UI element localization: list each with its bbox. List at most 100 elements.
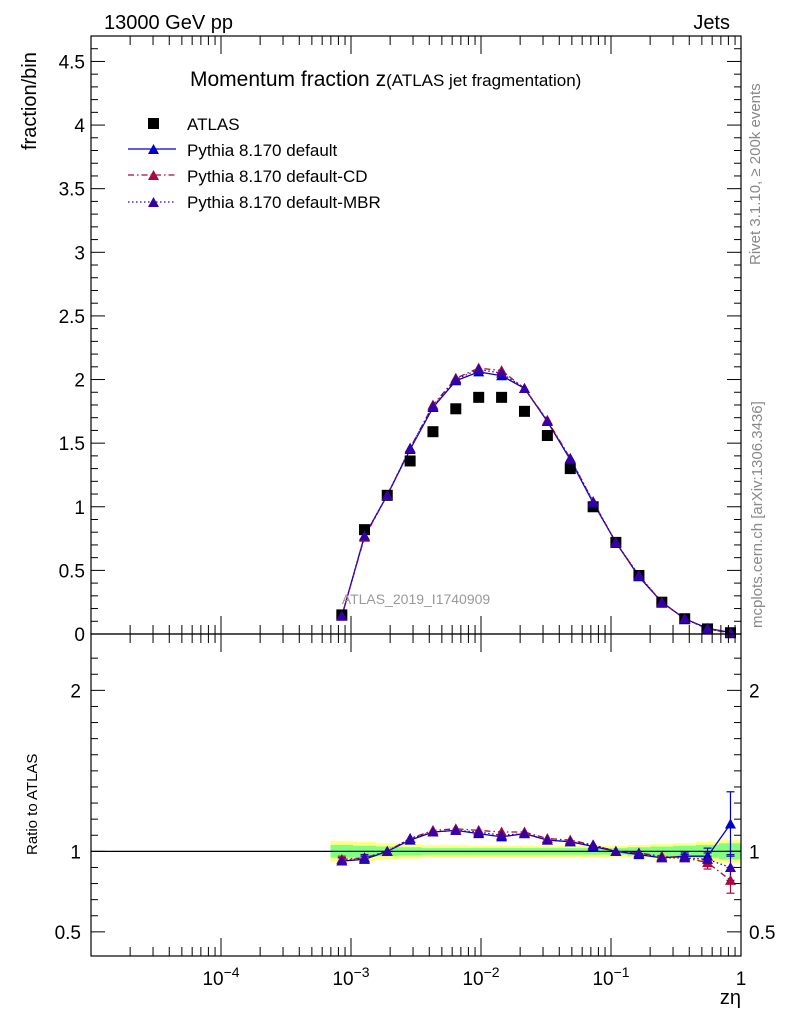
data-point-atlas xyxy=(496,391,508,403)
ratio-point-mbr xyxy=(496,829,508,840)
ratio-y-tick-label-right: 1 xyxy=(749,842,760,863)
data-point-atlas xyxy=(518,405,530,417)
ratio-point-mbr xyxy=(450,824,462,835)
data-point-mbr xyxy=(450,374,462,385)
ratio-point-mbr xyxy=(587,839,599,850)
header-right: Jets xyxy=(693,12,730,34)
ratio-y-tick-label-right: 0.5 xyxy=(749,923,775,944)
ratio-point-mbr xyxy=(724,861,736,872)
ratio-frame xyxy=(90,633,742,957)
data-point-atlas xyxy=(404,455,416,467)
ratio-y-tick-label: 2 xyxy=(70,681,81,702)
ratio-point-mbr xyxy=(427,826,439,837)
ratio-ylabel: Ratio to ATLAS xyxy=(24,754,41,855)
ratio-xlabel: zη xyxy=(720,987,741,1009)
main-panel: 0 0.5 1 1.5 2 2.5 3 3.5 4 4.5 Momentum fraction z… xyxy=(19,35,742,646)
y-tick-label: 2.5 xyxy=(59,307,85,328)
ratio-point-mbr xyxy=(336,855,348,866)
ratio-point-mbr xyxy=(381,845,393,856)
y-tick-label: 1.5 xyxy=(59,434,85,455)
analysis-watermark: ATLAS_2019_I1740909 xyxy=(342,591,491,607)
ratio-point-cd xyxy=(724,874,736,885)
data-point-mbr xyxy=(564,452,576,463)
x-tick-label-base: 10 xyxy=(592,969,613,990)
ratio-panel: 0.5 0.51 12 210−4 10−3 10−2 10−1 1 Ratio to ATL… xyxy=(24,633,775,1009)
legend-entry-atlas: ATLAS xyxy=(148,115,240,134)
rivet-label: Rivet 3.1.10, ≥ 200k events xyxy=(747,83,764,265)
data-point-mbr xyxy=(724,627,736,638)
data-point-mbr xyxy=(702,623,714,634)
data-point-mbr xyxy=(541,416,553,427)
legend-label-cd: Pythia 8.170 default-CD xyxy=(187,167,368,186)
main-title: Momentum fraction z(ATLAS jet fragmentat… xyxy=(190,68,581,91)
legend-label-atlas: ATLAS xyxy=(187,115,240,134)
data-point-mbr xyxy=(518,382,530,393)
data-point-atlas xyxy=(541,430,553,442)
ratio-point-default xyxy=(724,818,736,829)
ratio-point-mbr xyxy=(656,852,668,863)
title-sub: (ATLAS jet fragmentation) xyxy=(386,71,581,90)
ratio-y-tick-label: 0.5 xyxy=(55,923,81,944)
data-point-atlas xyxy=(358,524,370,536)
legend-entry-cd: Pythia 8.170 default-CD xyxy=(128,167,368,186)
x-tick-label-exponent: −4 xyxy=(224,964,240,980)
y-tick-label: 4 xyxy=(74,116,85,137)
ratio-point-mbr xyxy=(358,852,370,863)
x-tick-label-base: 10 xyxy=(202,969,223,990)
ratio-y-tick-label: 1 xyxy=(70,842,81,863)
ratio-point-mbr xyxy=(610,845,622,856)
legend-marker-atlas xyxy=(148,118,159,129)
legend: ATLAS Pythia 8.170 default Pythia 8.170 … xyxy=(128,115,381,212)
data-point-mbr xyxy=(427,400,439,411)
y-tick-label: 3.5 xyxy=(59,180,85,201)
title-main: Momentum fraction z xyxy=(190,68,386,91)
x-tick-label: 10−4 xyxy=(202,964,239,990)
data-point-mbr xyxy=(587,496,599,507)
data-point-atlas xyxy=(473,391,485,403)
legend-marker-mbr xyxy=(148,197,159,207)
data-point-mbr xyxy=(496,367,508,378)
x-tick-label: 10−1 xyxy=(592,964,629,990)
header-left: 13000 GeV pp xyxy=(104,12,233,34)
y-tick-label: 0 xyxy=(74,625,85,646)
ratio-point-mbr xyxy=(633,847,645,858)
x-tick-label: 10−2 xyxy=(462,964,499,990)
data-point-atlas xyxy=(450,403,462,415)
x-tick-label-base: 10 xyxy=(332,969,353,990)
ratio-point-mbr xyxy=(702,853,714,864)
legend-entry-mbr: Pythia 8.170 default-MBR xyxy=(128,193,381,212)
ratio-point-mbr xyxy=(404,832,416,843)
x-tick-label-exponent: −2 xyxy=(484,964,500,980)
x-tick-label-exponent: −3 xyxy=(354,964,370,980)
ratio-point-mbr xyxy=(473,826,485,837)
data-point-atlas xyxy=(564,463,576,475)
ratio-point-mbr xyxy=(518,828,530,839)
data-point-mbr xyxy=(336,610,348,621)
ratio-point-mbr xyxy=(564,836,576,847)
data-point-atlas xyxy=(427,426,439,438)
legend-marker-default xyxy=(148,144,159,154)
x-tick-label: 10−3 xyxy=(332,964,369,990)
y-tick-label: 2 xyxy=(74,371,85,392)
y-tick-label: 4.5 xyxy=(59,52,85,73)
data-point-mbr xyxy=(656,596,668,607)
ratio-point-mbr xyxy=(541,834,553,845)
main-ylabel: fraction/bin xyxy=(19,52,41,150)
data-point-mbr xyxy=(610,536,622,547)
x-tick-label-base: 10 xyxy=(462,969,483,990)
data-point-mbr xyxy=(404,442,416,453)
legend-marker-cd xyxy=(148,170,159,180)
data-point-mbr xyxy=(358,530,370,541)
data-point-mbr xyxy=(633,569,645,580)
mcplots-label: mcplots.cern.ch [arXiv:1306.3436] xyxy=(749,401,766,628)
data-point-mbr xyxy=(679,613,691,624)
data-point-mbr xyxy=(381,489,393,500)
x-tick-label-exponent: −1 xyxy=(614,964,630,980)
y-tick-label: 0.5 xyxy=(59,561,85,582)
legend-label-default: Pythia 8.170 default xyxy=(187,141,338,160)
y-tick-label: 3 xyxy=(74,243,85,264)
data-point-mbr xyxy=(473,363,485,374)
legend-entry-default: Pythia 8.170 default xyxy=(128,141,338,160)
ratio-point-mbr xyxy=(679,852,691,863)
